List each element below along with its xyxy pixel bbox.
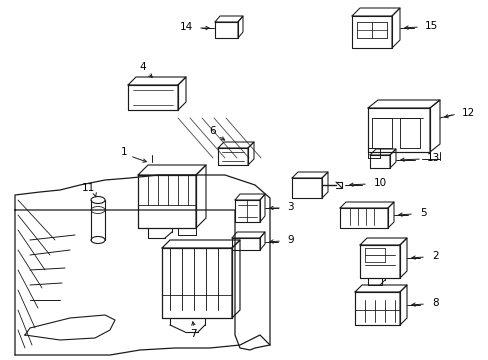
Ellipse shape xyxy=(91,237,105,243)
Text: 12: 12 xyxy=(461,108,474,118)
Text: 8: 8 xyxy=(431,298,438,308)
Text: 9: 9 xyxy=(286,235,293,245)
Ellipse shape xyxy=(91,197,105,203)
Text: 13: 13 xyxy=(426,153,439,163)
Text: 15: 15 xyxy=(424,21,437,31)
Text: 5: 5 xyxy=(419,208,426,218)
Text: 1: 1 xyxy=(121,147,127,157)
Text: 2: 2 xyxy=(431,251,438,261)
Text: 3: 3 xyxy=(286,202,293,212)
Text: 11: 11 xyxy=(81,183,95,193)
Text: 10: 10 xyxy=(373,178,386,188)
Text: 6: 6 xyxy=(209,126,216,136)
Text: 14: 14 xyxy=(180,22,193,32)
Text: 7: 7 xyxy=(189,329,196,339)
Text: 4: 4 xyxy=(140,62,146,72)
